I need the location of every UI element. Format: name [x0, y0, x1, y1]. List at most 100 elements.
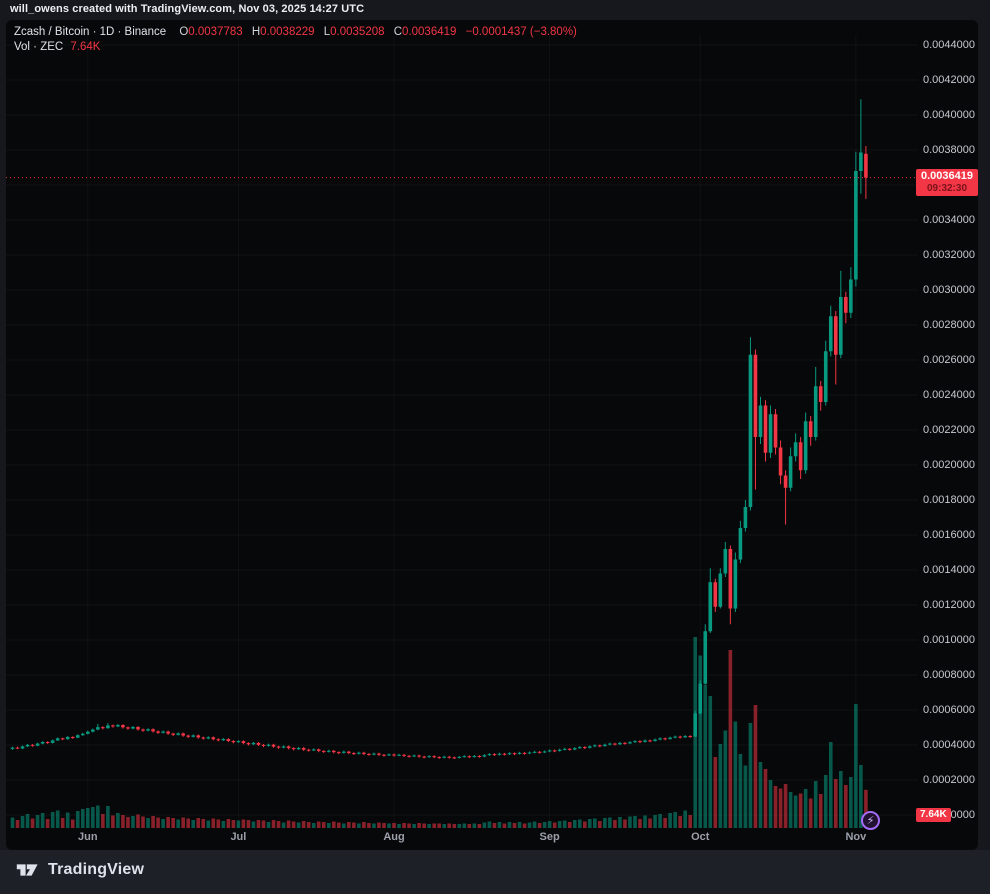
tradingview-brand[interactable]: TradingView — [16, 860, 144, 880]
candle — [402, 753, 406, 758]
candle — [146, 728, 150, 732]
candle — [191, 734, 196, 738]
symbol-title[interactable]: Zcash / Bitcoin · 1D · Binance — [14, 26, 167, 38]
volume-bar — [854, 704, 858, 828]
candle — [803, 412, 808, 474]
candle — [517, 751, 522, 755]
candle — [231, 740, 236, 744]
candle — [643, 739, 647, 743]
volume-bar — [512, 823, 517, 828]
time-tick-label: Jun — [78, 831, 98, 843]
legend-symbol-row[interactable]: Zcash / Bitcoin · 1D · Binance O0.003778… — [14, 25, 577, 39]
volume-bar — [808, 798, 813, 828]
volume-bar — [798, 793, 803, 828]
candle — [357, 751, 361, 755]
volume-bar — [658, 814, 662, 828]
volume-bar — [281, 822, 286, 828]
candle — [271, 743, 276, 748]
candle — [763, 400, 768, 462]
tradingview-logo-icon — [16, 864, 38, 876]
candle — [266, 743, 271, 747]
candle — [552, 749, 557, 753]
volume-bar — [276, 821, 281, 828]
candle — [658, 737, 662, 741]
candle — [472, 754, 477, 758]
lightning-badge-icon[interactable]: ⚡ — [861, 811, 880, 830]
candle — [487, 753, 492, 756]
volume-bar — [633, 816, 637, 828]
candle — [291, 747, 296, 751]
candle — [638, 740, 642, 744]
price-tick-label: 0.0022000 — [923, 424, 975, 436]
chart-pane[interactable] — [6, 20, 978, 850]
candle — [407, 754, 411, 758]
candle — [778, 440, 783, 485]
volume-bar — [803, 789, 808, 828]
volume-bar — [618, 817, 622, 828]
volume-bar — [818, 794, 823, 828]
candle — [25, 743, 30, 748]
volume-bar — [768, 780, 773, 828]
volume-bar — [442, 824, 447, 828]
volume-bar — [176, 819, 180, 828]
volume-bar — [452, 824, 457, 828]
candle — [161, 730, 165, 734]
volume-bar — [582, 821, 587, 828]
volume-bar — [678, 816, 682, 828]
candle — [35, 742, 40, 747]
candle — [326, 749, 331, 753]
candle — [116, 724, 120, 728]
candle — [522, 752, 527, 755]
volume-bar — [286, 820, 291, 828]
volume-bar — [407, 823, 411, 828]
chart-legend[interactable]: Zcash / Bitcoin · 1D · Binance O0.003778… — [14, 25, 577, 55]
candle — [392, 753, 396, 757]
price-tick-label: 0.0016000 — [923, 529, 975, 541]
candle — [598, 744, 602, 748]
volume-bar — [91, 807, 95, 828]
volume-bar — [613, 820, 617, 828]
volume-bar — [457, 824, 462, 828]
volume-bar — [603, 818, 607, 828]
volume-study-label: Vol · ZEC — [14, 41, 64, 53]
candle — [121, 724, 125, 729]
volume-bar — [25, 814, 30, 828]
close-label: C — [393, 26, 403, 38]
volume-bar — [191, 820, 196, 828]
volume-bar — [161, 819, 165, 828]
candle — [477, 755, 482, 758]
volume-bar — [271, 820, 276, 828]
volume-bar — [628, 816, 632, 828]
candle — [577, 746, 582, 749]
volume-bar — [196, 818, 201, 828]
low-value: 0.0035208 — [330, 26, 385, 38]
price-axis[interactable]: 0.0044000 0.0042000 0.0040000 0.0038000 0.00… — [908, 20, 978, 850]
candle — [783, 470, 788, 525]
volume-study-value: 7.64K — [70, 41, 101, 53]
candle — [397, 753, 401, 757]
volume-bar — [377, 822, 381, 828]
volume-bar — [30, 818, 35, 828]
candle — [593, 744, 597, 748]
volume-bar — [316, 821, 321, 828]
candle — [653, 738, 657, 742]
candle — [798, 437, 803, 479]
volume-bar — [552, 822, 557, 828]
volume-bar — [50, 812, 55, 828]
volume-bar — [467, 824, 472, 828]
price-tick-label: 0.0028000 — [923, 319, 975, 331]
volume-bar — [788, 792, 793, 828]
volume-bar — [251, 821, 256, 828]
volume-bar — [572, 820, 577, 828]
volume-bar — [417, 823, 421, 828]
candle — [532, 750, 537, 754]
candle — [864, 145, 868, 199]
price-tick-label: 0.0044000 — [923, 39, 975, 51]
volume-bar — [472, 823, 477, 828]
volume-bar — [266, 822, 271, 828]
volume-bar — [698, 655, 703, 828]
time-axis[interactable]: Jun Jul Aug Sep Oct Nov — [6, 828, 978, 850]
candle — [347, 750, 351, 755]
legend-volume-row[interactable]: Vol · ZEC 7.64K — [14, 40, 577, 54]
candle — [331, 749, 336, 754]
